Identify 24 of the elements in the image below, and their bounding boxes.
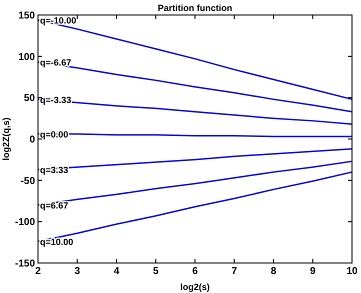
y-tick-label: 50 bbox=[24, 93, 36, 104]
y-tick-label: 100 bbox=[18, 52, 36, 63]
x-tick-label: 5 bbox=[152, 266, 159, 277]
x-tick-label: 9 bbox=[310, 266, 316, 277]
chart-title: Partition function bbox=[158, 3, 232, 13]
x-tick-label: 3 bbox=[74, 266, 80, 277]
y-tick-label: 150 bbox=[18, 10, 36, 22]
x-axis-title: log2(s) bbox=[180, 282, 210, 292]
y-axis-title: log2Z(q,s) bbox=[1, 118, 11, 160]
x-tick-label: 4 bbox=[114, 266, 120, 277]
series-label: q=10.00 bbox=[40, 237, 74, 248]
x-tick-label: 10 bbox=[346, 266, 358, 277]
series-label: q=6.67 bbox=[40, 200, 68, 211]
series-label: q=-10.00 bbox=[40, 15, 76, 26]
line-series bbox=[37, 98, 353, 125]
x-tick-label: 8 bbox=[270, 266, 277, 277]
y-tick-label: -50 bbox=[20, 176, 36, 187]
line-series bbox=[37, 61, 353, 112]
x-tick-label: 6 bbox=[192, 266, 198, 277]
x-tick-label: 7 bbox=[231, 266, 238, 277]
x-tick-label: 2 bbox=[35, 266, 42, 277]
y-tick-label: -100 bbox=[14, 217, 36, 228]
y-tick-label: -150 bbox=[14, 258, 36, 270]
y-tick-label: 0 bbox=[29, 134, 36, 146]
